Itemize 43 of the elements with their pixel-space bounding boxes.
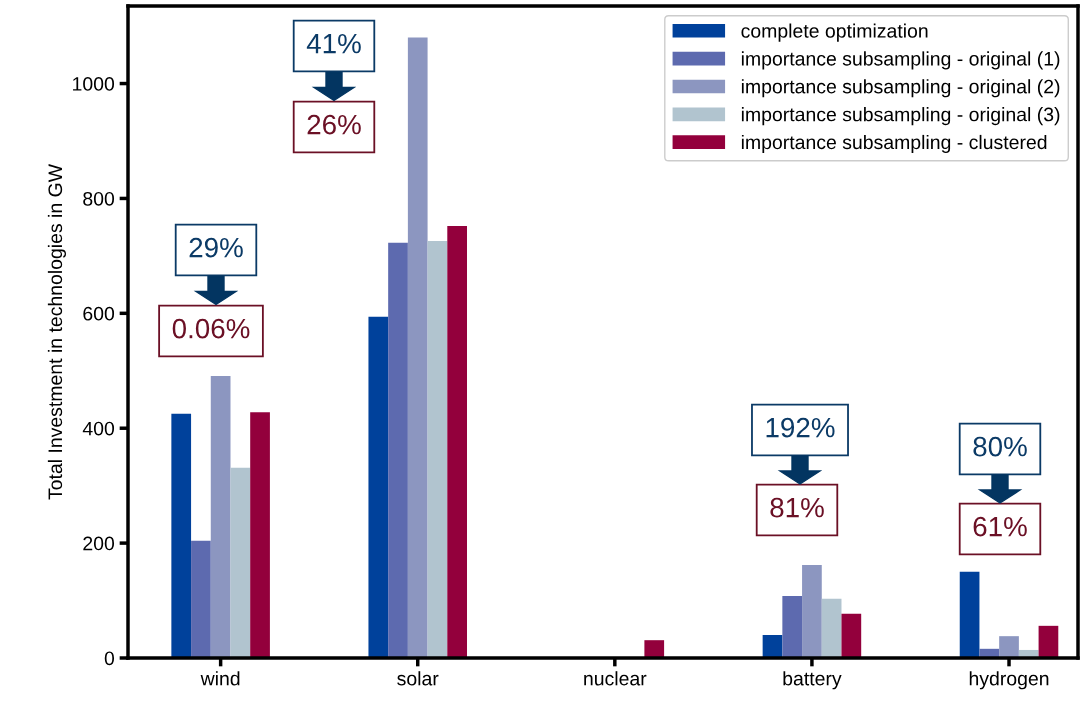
bar — [841, 613, 862, 658]
annotation: 41% — [306, 33, 361, 54]
bar — [191, 540, 211, 658]
bar — [368, 316, 389, 658]
bar — [821, 598, 842, 658]
bar — [1038, 625, 1059, 658]
bar — [230, 467, 251, 658]
x-tick-label: battery — [783, 671, 842, 690]
y-axis-title: Total Investment in technologies in GW — [47, 164, 66, 500]
y-tick-label: 800 — [83, 191, 115, 206]
x-tick-label: hydrogen — [969, 671, 1049, 690]
annotation: 81% — [770, 497, 824, 518]
bar — [782, 595, 803, 658]
x-tick-label: wind — [200, 671, 240, 686]
bar — [644, 640, 665, 658]
annotation: 192% — [766, 417, 835, 438]
annotation: 0.06% — [172, 318, 250, 339]
y-tick-label: 1000 — [73, 77, 115, 91]
x-tick-label: nuclear — [584, 671, 647, 686]
y-tick-label: 600 — [83, 306, 115, 321]
bar — [388, 242, 408, 658]
bar — [171, 413, 192, 658]
bar — [802, 564, 822, 658]
bar — [250, 412, 270, 658]
bar — [210, 375, 231, 658]
bar — [407, 37, 428, 658]
legend-label: importance subsampling - original (1) — [741, 51, 1060, 70]
y-tick-label: 200 — [83, 536, 115, 551]
legend-label: importance subsampling - original (2) — [741, 79, 1060, 98]
bar — [427, 240, 448, 658]
bar — [959, 571, 980, 658]
legend-label: complete optimization — [741, 23, 928, 42]
y-tick-label: 0 — [104, 651, 115, 666]
annotation: 61% — [973, 516, 1027, 537]
annotation: 29% — [189, 237, 243, 258]
bar — [999, 636, 1019, 658]
y-tick-label: 400 — [82, 421, 115, 436]
legend-label: importance subsampling - clustered — [741, 134, 1047, 154]
legend-label: importance subsampling - original (3) — [741, 107, 1060, 126]
bar — [447, 226, 467, 658]
annotation: 26% — [307, 114, 361, 135]
x-tick-label: solar — [397, 671, 439, 686]
annotation: 80% — [973, 436, 1027, 457]
